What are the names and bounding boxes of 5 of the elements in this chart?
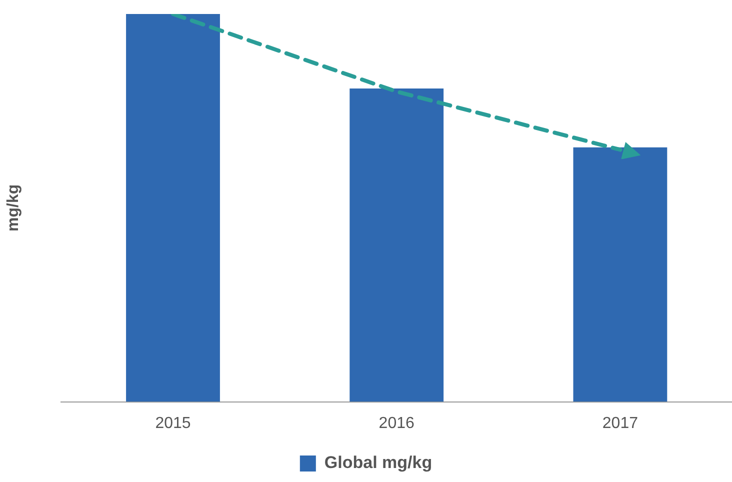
x-tick-label: 2015	[155, 414, 191, 432]
y-axis-title: mg/kg	[5, 184, 22, 232]
x-tick-label: 2016	[378, 414, 414, 432]
x-tick-label: 2017	[602, 414, 638, 432]
legend-label: Global mg/kg	[324, 453, 432, 472]
